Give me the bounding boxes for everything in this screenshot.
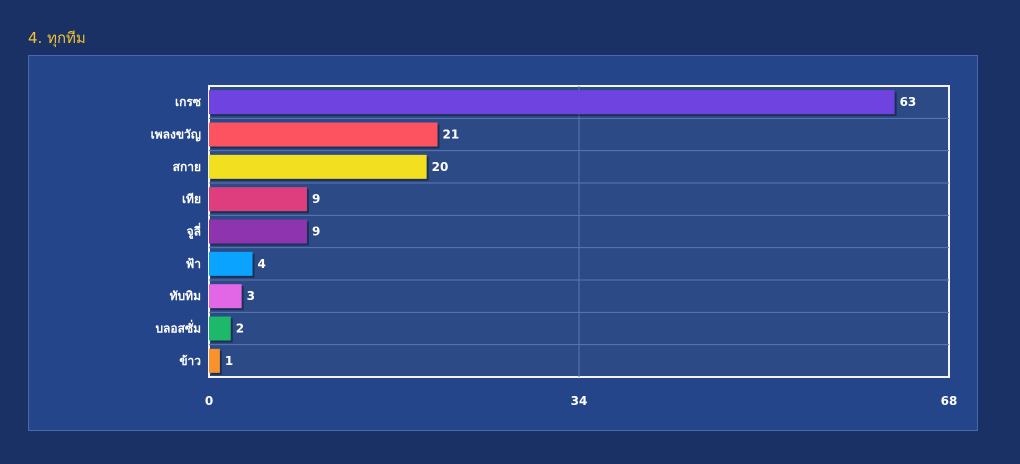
- category-label: สกาย: [173, 160, 201, 174]
- value-label: 4: [258, 257, 266, 271]
- category-label: เทีย: [182, 192, 201, 206]
- bar: [209, 348, 220, 373]
- value-label: 3: [247, 289, 255, 303]
- x-tick-label: 68: [941, 394, 958, 408]
- bar: [209, 122, 438, 147]
- bar: [209, 219, 307, 244]
- category-label: เพลงขวัญ: [151, 128, 201, 142]
- value-label: 20: [432, 160, 449, 174]
- value-label: 21: [443, 128, 460, 142]
- category-label: ข้าว: [179, 354, 201, 368]
- category-label: ทับทิม: [170, 289, 201, 303]
- axis-ticks: 0 34 68: [205, 394, 958, 408]
- value-label: 9: [312, 192, 320, 206]
- bar-chart: เกรซเพลงขวัญสกายเทียจูลี่ฟ้าทับทิมบลอสซั…: [151, 85, 958, 408]
- category-labels: เกรซเพลงขวัญสกายเทียจูลี่ฟ้าทับทิมบลอสซั…: [151, 95, 202, 368]
- section-title: 4. ทุกทีม: [28, 29, 86, 47]
- bar: [209, 90, 895, 115]
- value-label: 1: [225, 354, 233, 368]
- value-label: 2: [236, 322, 244, 336]
- bar: [209, 251, 253, 276]
- category-label: จูลี่: [187, 223, 201, 240]
- bar: [209, 154, 427, 179]
- bar: [209, 187, 307, 212]
- bars: [209, 90, 897, 375]
- category-label: บลอสซั่ม: [155, 320, 201, 336]
- x-tick-label: 0: [205, 394, 213, 408]
- category-label: เกรซ: [175, 95, 201, 109]
- x-tick-label: 34: [571, 394, 588, 408]
- chart-panel: เกรซเพลงขวัญสกายเทียจูลี่ฟ้าทับทิมบลอสซั…: [28, 55, 978, 431]
- category-label: ฟ้า: [186, 257, 201, 271]
- grid-lines: [209, 86, 949, 377]
- bar: [209, 284, 242, 309]
- value-label: 63: [900, 95, 917, 109]
- bar: [209, 316, 231, 341]
- value-label: 9: [312, 225, 320, 239]
